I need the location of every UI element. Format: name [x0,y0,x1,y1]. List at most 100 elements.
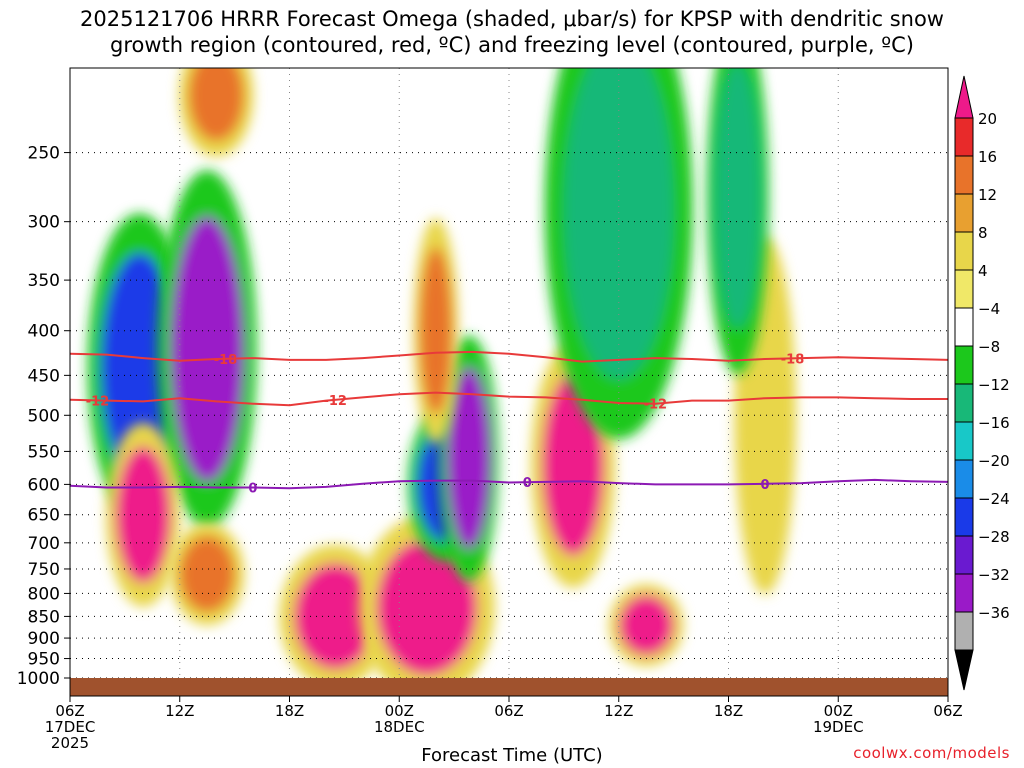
contour-label: 0 [248,482,257,497]
omega-cell [179,68,254,157]
colorbar-box [954,535,974,575]
colorbar-label: 12 [978,186,997,204]
y-tick-label: 350 [28,271,60,291]
x-tick-label: 12Z [604,702,633,720]
colorbar-box [954,573,974,613]
contour-label: -12 [86,394,110,409]
y-tick-label: 500 [28,406,60,426]
x-axis-label: Forecast Time (UTC) [421,745,603,766]
contour-line [69,350,949,363]
colorbar-box [954,193,974,233]
contour-label: -12 [644,398,668,413]
y-tick-label: 1000 [17,669,60,689]
omega-cell-core [714,68,761,329]
colorbar-top-arrow [954,75,974,119]
colorbar-label: −12 [978,376,1010,394]
omega-cell-core [742,282,788,548]
colorbar-box [954,117,974,157]
y-tick-label: 400 [28,322,60,342]
contour-label: 0 [523,476,532,491]
contour-label: -12 [323,394,347,409]
omega-cell [157,170,257,529]
contour-label: -18 [781,352,805,367]
omega-cell [413,218,459,444]
omega-cell [706,68,769,375]
y-tick-label: 450 [28,366,60,386]
colorbar-label: 16 [978,148,997,166]
omega-cell [544,68,693,440]
colorbar-box [954,459,974,499]
x-tick-label: 06Z [494,702,523,720]
x-tick-label: 06Z [933,702,962,720]
colorbar-box [954,345,974,385]
x-tick-label: 06Z [55,702,84,720]
colorbar-label: −8 [978,338,1000,356]
x-tick-label: 00Z [385,702,414,720]
y-tick-label: 600 [28,475,60,495]
y-tick-label: 950 [28,650,60,670]
colorbar-box [954,155,974,195]
colorbar-box [954,231,974,271]
omega-cell-core [170,216,244,482]
y-tick-label: 700 [28,534,60,554]
colorbar-label: 4 [978,262,988,280]
contour-label: 0 [761,478,770,493]
chart-title: 2025121706 HRRR Forecast Omega (shaded, … [0,6,1024,58]
colorbar-box [954,269,974,309]
y-tick-label: 900 [28,629,60,649]
x-tick-label: 00Z [824,702,853,720]
colorbar-bottom-arrow [954,649,974,691]
colorbar-label: 8 [978,224,988,242]
colorbar-label: −28 [978,528,1010,546]
omega-cell-core [376,539,477,676]
omega-cell-core [179,536,235,612]
colorbar-box [954,307,974,347]
omega-cell [106,422,181,607]
x-tick-label: 12Z [165,702,194,720]
omega-cell-core [541,373,605,556]
y-tick-label: 750 [28,560,60,580]
contour-line [69,391,948,407]
y-tick-label: 800 [28,584,60,604]
y-axis: 2503003504004505005506006507007508008509… [17,144,70,689]
credit-text: coolwx.com/models [853,744,1010,762]
colorbar-label: −32 [978,566,1010,584]
omega-cell-core [618,594,674,656]
x-tick-label: 18Z [714,702,743,720]
colorbar-label: −20 [978,452,1010,470]
y-tick-label: 300 [28,213,60,233]
ground-terrain [70,678,948,696]
x-tick-date: 18DEC [374,718,425,736]
x-tick-year: 2025 [51,734,89,752]
colorbar-label: −16 [978,414,1010,432]
title-line-1: 2025121706 HRRR Forecast Omega (shaded, … [80,7,944,31]
x-tick-label: 18Z [275,702,304,720]
omega-cell-core [446,367,491,550]
omega-cell-core [115,446,171,583]
colorbar: 20 16 12 8 4 −4 −8 −12 −16 −20 −24 −28 −32 −36 [954,75,1010,691]
colorbar-label: −24 [978,490,1010,508]
x-tick-date: 17DEC [45,718,96,736]
omega-cell [439,335,499,582]
y-tick-label: 650 [28,506,60,526]
omega-cell-core [101,253,178,481]
colorbar-label: −4 [978,300,1000,318]
colorbar-box [954,383,974,423]
colorbar-label: 20 [978,110,997,128]
contour-line [69,478,949,490]
colorbar-box [954,421,974,461]
plot-area [70,68,948,678]
omega-cell-core [294,563,377,670]
omega-cell-core [188,68,244,141]
omega-cell-core [563,68,674,380]
colorbar-box [954,611,974,651]
x-tick-date: 19DEC [813,718,864,736]
omega-shading [87,68,796,678]
y-tick-label: 250 [28,144,60,164]
y-tick-label: 550 [28,442,60,462]
title-line-2: growth region (contoured, red, ºC) and f… [110,33,914,57]
omega-cell [609,584,684,667]
colorbar-box [954,497,974,537]
